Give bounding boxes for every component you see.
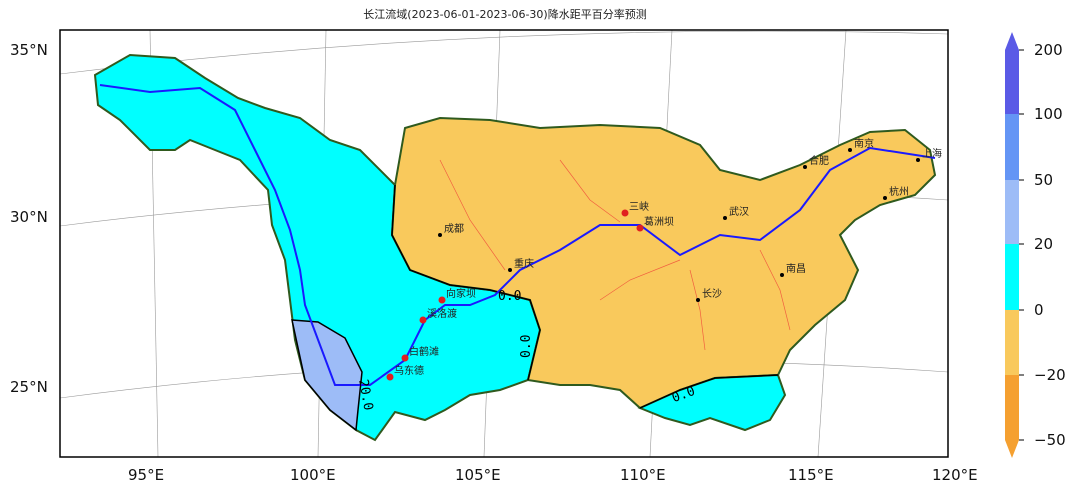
colorbar: 200 100 50 20 0 −20 −50 bbox=[1005, 32, 1066, 458]
lon-label-120: 120°E bbox=[932, 466, 978, 484]
city-label-12: 溪洛渡 bbox=[427, 307, 457, 320]
city-label-0: 合肥 bbox=[809, 154, 829, 167]
city-marker-8 bbox=[636, 224, 644, 232]
city-marker-6 bbox=[696, 298, 700, 302]
city-marker-2 bbox=[916, 158, 920, 162]
city-label-3: 杭州 bbox=[889, 185, 909, 198]
colorbar-segment-neg50-neg20 bbox=[1005, 375, 1019, 440]
city-label-8: 葛洲坝 bbox=[644, 215, 674, 228]
contour-label-3: 0.0 bbox=[498, 289, 521, 304]
contour-label-1: 0.0 bbox=[519, 335, 534, 358]
colorbar-top-arrow bbox=[1005, 32, 1019, 50]
colorbar-tick-100: 100 bbox=[1034, 105, 1063, 123]
city-marker-11 bbox=[438, 296, 446, 304]
lon-label-100: 100°E bbox=[290, 466, 336, 484]
colorbar-segment-neg20-0 bbox=[1005, 310, 1019, 375]
city-marker-9 bbox=[508, 268, 512, 272]
colorbar-tick-20: 20 bbox=[1034, 235, 1053, 253]
lat-label-25: 25°N bbox=[10, 378, 48, 396]
colorbar-segment-50-100 bbox=[1005, 114, 1019, 180]
lat-label-30: 30°N bbox=[10, 208, 48, 226]
city-marker-7 bbox=[621, 209, 629, 217]
colorbar-tick-50: 50 bbox=[1034, 171, 1053, 189]
colorbar-bottom-arrow bbox=[1005, 440, 1019, 458]
tributaries bbox=[439, 159, 791, 351]
city-marker-10 bbox=[438, 233, 442, 237]
city-label-13: 白鹤滩 bbox=[409, 345, 439, 358]
city-marker-0 bbox=[803, 165, 807, 169]
city-marker-5 bbox=[780, 273, 784, 277]
colorbar-segment-0-20 bbox=[1005, 244, 1019, 310]
city-label-6: 长沙 bbox=[702, 288, 722, 300]
colorbar-segment-20-50 bbox=[1005, 180, 1019, 244]
yangtze-river bbox=[99, 84, 936, 386]
colorbar-tick-200: 200 bbox=[1034, 41, 1063, 59]
colorbar-tick-0: 0 bbox=[1034, 301, 1044, 319]
map-frame bbox=[59, 29, 949, 458]
city-marker-12 bbox=[419, 316, 427, 324]
city-marker-3 bbox=[883, 196, 887, 200]
lat-label-35: 35°N bbox=[10, 41, 48, 59]
colorbar-segment-100-200 bbox=[1005, 50, 1019, 114]
lon-label-95: 95°E bbox=[128, 466, 164, 484]
zero-contours bbox=[391, 184, 779, 409]
city-label-10: 成都 bbox=[444, 223, 464, 235]
map-title: 长江流域(2023-06-01-2023-06-30)降水距平百分率预测 bbox=[363, 8, 647, 21]
region-positive-20-50 bbox=[291, 319, 363, 432]
city-marker-14 bbox=[386, 373, 394, 381]
city-label-7: 三峡 bbox=[629, 200, 649, 213]
lon-label-105: 105°E bbox=[455, 466, 501, 484]
lon-label-115: 115°E bbox=[788, 466, 834, 484]
city-label-14: 乌东德 bbox=[394, 364, 424, 377]
city-label-9: 重庆 bbox=[514, 257, 534, 270]
city-marker-13 bbox=[401, 354, 409, 362]
region-positive-0-20 bbox=[93, 53, 542, 442]
city-label-11: 向家坝 bbox=[446, 287, 476, 300]
city-label-4: 武汉 bbox=[729, 205, 749, 218]
lon-label-110: 110°E bbox=[620, 466, 666, 484]
city-label-5: 南昌 bbox=[786, 262, 806, 275]
city-label-1: 南京 bbox=[854, 137, 874, 150]
colorbar-tick-neg20: −20 bbox=[1034, 366, 1066, 384]
colorbar-tick-neg50: −50 bbox=[1034, 431, 1066, 449]
city-label-2: 上海 bbox=[922, 147, 942, 160]
city-marker-4 bbox=[723, 216, 727, 220]
contour-label-4: 20.0 bbox=[355, 378, 375, 411]
city-marker-1 bbox=[848, 148, 852, 152]
